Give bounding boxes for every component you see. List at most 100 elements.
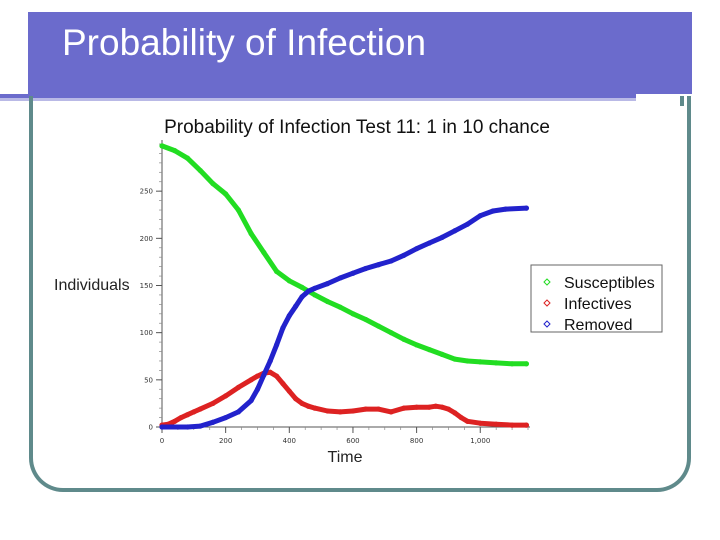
data-point-susceptibles [439, 351, 445, 357]
data-point-susceptibles [493, 360, 499, 366]
data-point-susceptibles [312, 292, 318, 298]
data-point-removed [159, 424, 165, 430]
data-point-removed [363, 265, 369, 272]
data-point-infectives [254, 373, 261, 379]
data-point-susceptibles [477, 359, 483, 365]
y-tick-label: 250 [140, 188, 153, 196]
legend-box [530, 264, 663, 333]
data-point-removed [312, 285, 318, 291]
data-point-infectives [273, 373, 280, 379]
data-point-removed [293, 303, 299, 309]
x-tick-label: 600 [346, 437, 359, 445]
data-point-removed [452, 228, 458, 234]
data-point-susceptibles [523, 361, 530, 367]
x-tick-label: 0 [160, 437, 164, 445]
data-point-susceptibles [375, 323, 382, 329]
data-point-susceptibles [172, 148, 178, 154]
data-point-susceptibles [350, 311, 356, 317]
data-point-infectives [235, 384, 241, 390]
series-line-infectives [159, 369, 529, 428]
data-point-infectives [248, 377, 254, 383]
data-point-infectives [477, 420, 483, 426]
y-tick-label: 150 [140, 282, 153, 290]
data-point-susceptibles [184, 155, 191, 161]
data-point-infectives [184, 412, 191, 418]
data-point-removed [248, 397, 254, 404]
data-point-susceptibles [452, 356, 458, 362]
data-point-susceptibles [426, 347, 432, 353]
data-point-removed [350, 270, 356, 276]
y-tick-label: 0 [149, 424, 153, 432]
data-point-infectives [197, 406, 203, 412]
data-point-removed [299, 294, 305, 300]
series-line-susceptibles [159, 143, 529, 367]
data-point-removed [324, 281, 331, 287]
data-point-removed [280, 325, 286, 331]
data-point-susceptibles [337, 304, 343, 310]
data-point-infectives [401, 405, 407, 411]
data-point-removed [305, 288, 311, 294]
data-point-infectives [350, 408, 356, 414]
data-point-susceptibles [299, 284, 305, 290]
data-point-removed [223, 414, 229, 421]
content-frame-corner [680, 96, 684, 106]
data-point-susceptibles [159, 143, 165, 149]
data-point-removed [401, 252, 407, 258]
y-tick-label: 50 [144, 376, 153, 384]
chart-title: Probability of Infection Test 11: 1 in 1… [164, 117, 550, 138]
data-point-removed [414, 246, 420, 252]
data-point-removed [210, 419, 216, 425]
title-bar [28, 12, 692, 94]
y-axis-label: Individuals [54, 277, 130, 294]
data-point-removed [254, 386, 261, 392]
data-point-infectives [172, 418, 178, 424]
data-point-removed [273, 342, 280, 348]
data-point-infectives [458, 414, 464, 421]
data-point-susceptibles [363, 316, 369, 323]
data-point-infectives [286, 388, 292, 394]
data-point-infectives [280, 381, 286, 387]
data-point-removed [503, 206, 509, 212]
data-point-removed [197, 423, 203, 429]
data-point-susceptibles [509, 361, 515, 367]
data-point-susceptibles [223, 191, 229, 197]
data-point-susceptibles [261, 249, 267, 256]
data-point-infectives [312, 405, 318, 411]
data-point-infectives [445, 406, 452, 412]
legend-marker-infectives [543, 299, 551, 307]
data-point-removed [388, 258, 394, 264]
y-tick-label: 100 [140, 329, 153, 337]
data-point-infectives [305, 403, 311, 409]
data-point-infectives [210, 400, 216, 407]
data-point-removed [184, 424, 191, 430]
title-underline [0, 94, 636, 98]
data-point-removed [375, 262, 382, 268]
legend-marker-removed [543, 320, 551, 328]
data-point-susceptibles [286, 278, 292, 284]
data-point-infectives [363, 406, 369, 412]
data-point-susceptibles [388, 330, 394, 336]
data-point-susceptibles [248, 231, 254, 237]
data-point-removed [426, 240, 432, 246]
content-frame [29, 96, 691, 492]
title-underline-accent [0, 98, 636, 101]
data-point-infectives [439, 404, 445, 410]
legend-label-susceptibles: Susceptibles [564, 275, 655, 292]
data-point-removed [523, 205, 530, 211]
x-tick-label: 200 [219, 437, 232, 445]
data-point-infectives [375, 406, 382, 412]
data-point-infectives [493, 421, 499, 427]
legend-label-infectives: Infectives [564, 296, 632, 313]
data-point-infectives [464, 418, 471, 424]
data-point-infectives [191, 409, 197, 415]
data-point-removed [235, 409, 241, 415]
legend-marker-susceptibles [543, 278, 551, 286]
y-tick-label: 200 [140, 235, 153, 243]
data-point-infectives [337, 409, 343, 415]
data-point-infectives [523, 422, 530, 428]
data-point-infectives [388, 409, 394, 415]
data-point-removed [261, 372, 267, 378]
data-point-infectives [426, 404, 432, 410]
x-tick-label: 400 [283, 437, 296, 445]
